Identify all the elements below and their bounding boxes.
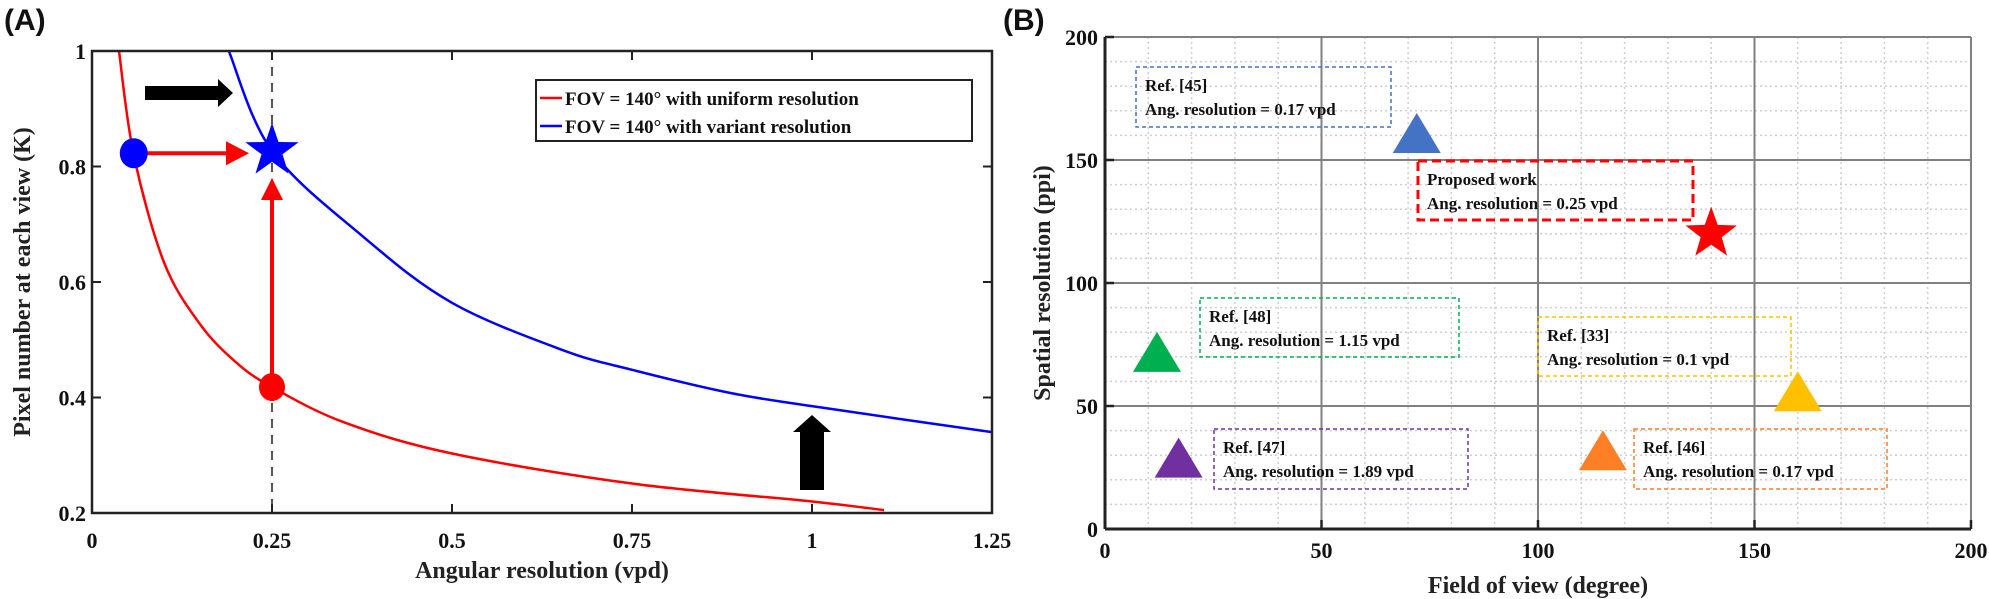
annotation-box [1135, 66, 1392, 128]
triangle-marker [1392, 112, 1441, 153]
x-tick-label: 150 [1738, 538, 1771, 563]
panel-label: (B) [1003, 4, 1045, 37]
annotation-box [1213, 428, 1469, 490]
legend-label: FOV = 140° with uniform resolution [565, 89, 859, 110]
curves [117, 51, 992, 512]
annotation-label: Ref. [33] [1547, 326, 1609, 345]
point-group-5: Ref. [46] Ang. resolution = 0.17 vpd [1578, 428, 1888, 490]
point-group-0: Ref. [45] Ang. resolution = 0.17 vpd [1135, 66, 1441, 153]
x-axis-label: Field of view (degree) [1428, 573, 1648, 599]
panel-b: (B) 0 50 100 150 200 0 50 100 150 200 Field of view… [1003, 4, 1988, 599]
red-arrowhead-vertical [261, 178, 283, 200]
y-axis-label: Pixel number at each view (K) [10, 127, 36, 437]
triangle-marker [1578, 430, 1627, 471]
x-tick-label: 1.25 [973, 528, 1012, 553]
x-tick-label: 50 [1311, 538, 1333, 563]
annotation-label: Ref. [47] [1223, 438, 1285, 457]
series-line-1 [227, 51, 992, 434]
annotation-note: Ang. resolution = 0.17 vpd [1145, 100, 1336, 119]
annotation-note: Ang. resolution = 0.17 vpd [1643, 462, 1834, 481]
y-tick-label: 1 [75, 39, 86, 64]
x-tick-label: 0 [1100, 538, 1111, 563]
x-axis-label: Angular resolution (vpd) [415, 558, 669, 584]
x-tick-label: 100 [1522, 538, 1555, 563]
panel-label: (A) [4, 4, 46, 37]
blue-circle-marker [119, 138, 148, 169]
red-arrowhead-horizontal [226, 141, 249, 166]
y-tick-label: 200 [1065, 25, 1098, 50]
y-tick-label: 0.2 [59, 501, 87, 526]
triangle-marker [1773, 371, 1822, 412]
x-tick-label: 0.25 [253, 528, 292, 553]
y-tick-label: 0.4 [59, 386, 87, 411]
annotation-note: Ang. resolution = 1.89 vpd [1223, 462, 1414, 481]
x-tick-label: 1 [807, 528, 818, 553]
series-line-0 [117, 51, 885, 512]
annotation-note: Ang. resolution = 0.25 vpd [1427, 194, 1618, 213]
red-circle-marker [259, 373, 285, 402]
y-tick-label: 0.8 [59, 155, 87, 180]
point-group-4: Ref. [47] Ang. resolution = 1.89 vpd [1154, 428, 1469, 490]
y-tick-label: 100 [1065, 271, 1098, 296]
y-tick-label: 0.6 [59, 270, 87, 295]
triangle-marker [1154, 437, 1203, 478]
x-tick-label: 0.75 [613, 528, 652, 553]
x-tick-label: 200 [1955, 538, 1988, 563]
annotation-note: Ang. resolution = 1.15 vpd [1209, 331, 1400, 350]
point-group-3: Ref. [33] Ang. resolution = 0.1 vpd [1537, 316, 1822, 412]
annotation-box [1199, 297, 1460, 358]
black-arrow-up [793, 415, 831, 490]
y-tick-label: 150 [1065, 148, 1098, 173]
y-axis-label: Spatial resolution (ppi) [1030, 165, 1056, 401]
annotation-box [1633, 428, 1888, 490]
blue-star-marker [245, 122, 299, 174]
point-group-2: Ref. [48] Ang. resolution = 1.15 vpd [1132, 297, 1460, 372]
annotation-label: Proposed work [1427, 170, 1537, 189]
legend-label: FOV = 140° with variant resolution [565, 117, 852, 138]
black-arrow-right [145, 79, 233, 107]
annotation-label: Ref. [46] [1643, 438, 1705, 457]
legend: FOV = 140° with uniform resolution FOV = … [535, 79, 973, 142]
panel-a: (A) 0 0.25 0.5 0.75 1 1.25 0.2 0.4 0.6 0.8 1 Angular… [4, 4, 1011, 584]
triangle-marker [1132, 331, 1181, 372]
x-tick-label: 0.5 [438, 528, 466, 553]
annotation-label: Ref. [48] [1209, 307, 1271, 326]
annotation-note: Ang. resolution = 0.1 vpd [1547, 350, 1730, 369]
y-tick-label: 50 [1076, 394, 1098, 419]
annotation-box [1416, 159, 1695, 222]
x-tick-label: 0 [87, 528, 98, 553]
point-group-1: Proposed work Ang. resolution = 0.25 vpd [1416, 159, 1737, 256]
y-tick-label: 0 [1087, 517, 1098, 542]
legend-box [535, 79, 973, 142]
star-marker [1685, 206, 1737, 256]
annotation-label: Ref. [45] [1145, 76, 1207, 95]
annotation-box [1537, 316, 1792, 377]
